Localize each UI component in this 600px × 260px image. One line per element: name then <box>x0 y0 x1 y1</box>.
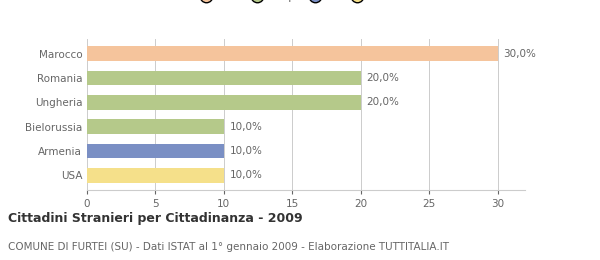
Text: 10,0%: 10,0% <box>229 122 262 132</box>
Bar <box>87 95 361 109</box>
Text: 10,0%: 10,0% <box>229 170 262 180</box>
Bar <box>87 144 224 158</box>
Text: Cittadini Stranieri per Cittadinanza - 2009: Cittadini Stranieri per Cittadinanza - 2… <box>8 212 302 225</box>
Text: 20,0%: 20,0% <box>366 73 399 83</box>
Bar <box>87 46 497 61</box>
Text: 20,0%: 20,0% <box>366 97 399 107</box>
Bar <box>87 168 224 183</box>
Text: 30,0%: 30,0% <box>503 49 536 58</box>
Legend: Africa, Europa, Asia, America: Africa, Europa, Asia, America <box>197 0 415 7</box>
Text: COMUNE DI FURTEI (SU) - Dati ISTAT al 1° gennaio 2009 - Elaborazione TUTTITALIA.: COMUNE DI FURTEI (SU) - Dati ISTAT al 1°… <box>8 242 449 252</box>
Bar <box>87 71 361 85</box>
Text: 10,0%: 10,0% <box>229 146 262 156</box>
Bar <box>87 119 224 134</box>
